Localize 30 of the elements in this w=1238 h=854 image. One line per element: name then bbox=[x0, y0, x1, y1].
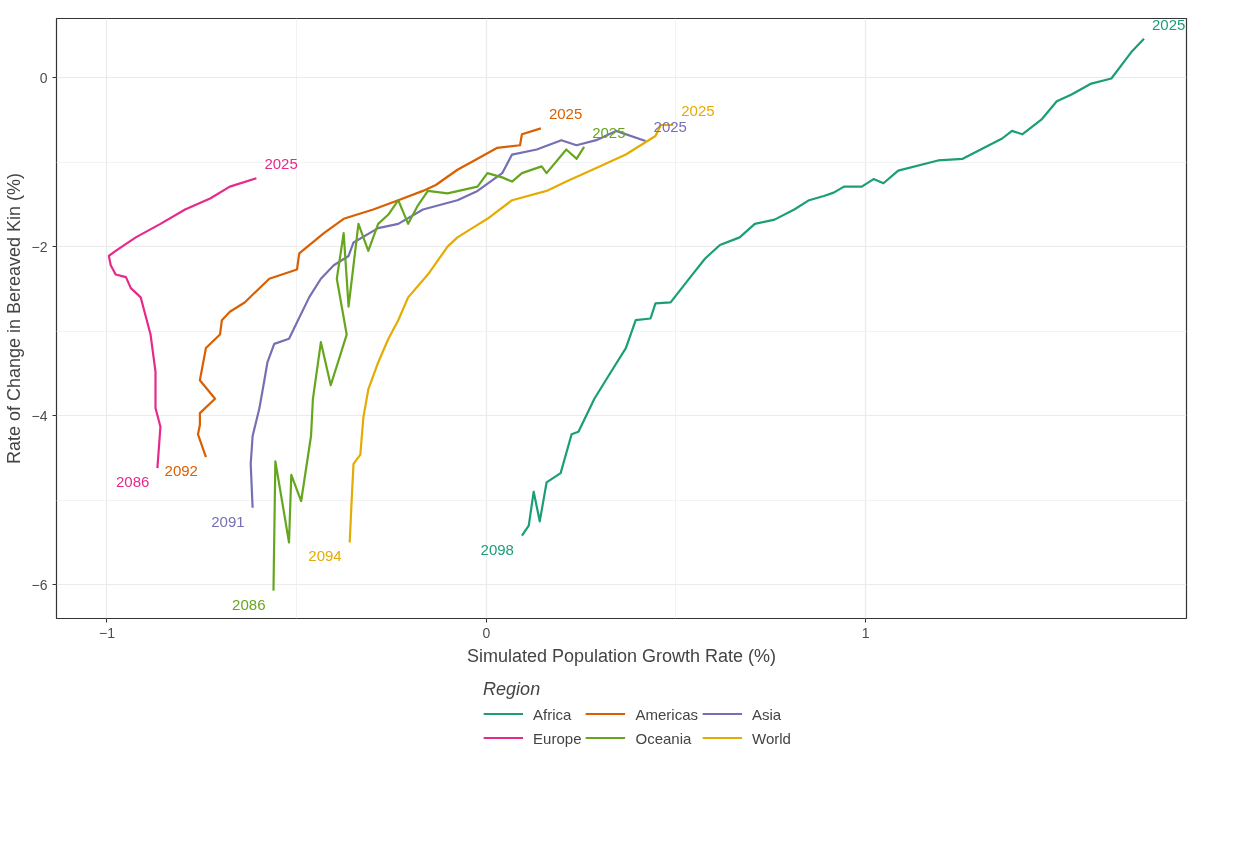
annotation: 2086 bbox=[232, 595, 266, 613]
legend-label: Africa bbox=[533, 705, 572, 722]
annotation: 2092 bbox=[164, 462, 198, 480]
x-tick-label: 0 bbox=[482, 624, 491, 641]
y-tick-label: 0 bbox=[39, 69, 48, 86]
annotation: 2094 bbox=[308, 547, 342, 565]
annotation: 2025 bbox=[548, 105, 583, 123]
x-tick-label: 1 bbox=[861, 624, 870, 641]
x-tick-label: −1 bbox=[98, 624, 116, 641]
y-tick-label: −2 bbox=[31, 238, 48, 255]
legend-label: World bbox=[751, 729, 791, 746]
annotation: 2086 bbox=[116, 473, 150, 491]
legend-label: Oceania bbox=[635, 729, 692, 746]
annotation: 2025 bbox=[653, 118, 687, 136]
legend-label: Asia bbox=[751, 705, 782, 722]
x-axis-title: Simulated Population Growth Rate (%) bbox=[466, 645, 777, 666]
legend-label: Europe bbox=[533, 729, 582, 746]
y-axis-title: Rate of Change in Bereaved Kin (%) bbox=[3, 172, 24, 465]
annotation: 2098 bbox=[480, 540, 514, 558]
annotation: 2025 bbox=[1152, 15, 1186, 33]
line-series bbox=[249, 129, 647, 509]
annotation: 2091 bbox=[211, 512, 245, 530]
line-series bbox=[520, 37, 1146, 537]
legend-label: Americas bbox=[635, 705, 698, 722]
annotation: 2025 bbox=[681, 101, 715, 119]
y-tick-label: −4 bbox=[31, 407, 48, 424]
legend-title: Region bbox=[483, 678, 542, 700]
annotation: 2025 bbox=[264, 155, 298, 173]
line-series bbox=[196, 127, 542, 459]
y-tick-label: −6 bbox=[31, 576, 48, 593]
